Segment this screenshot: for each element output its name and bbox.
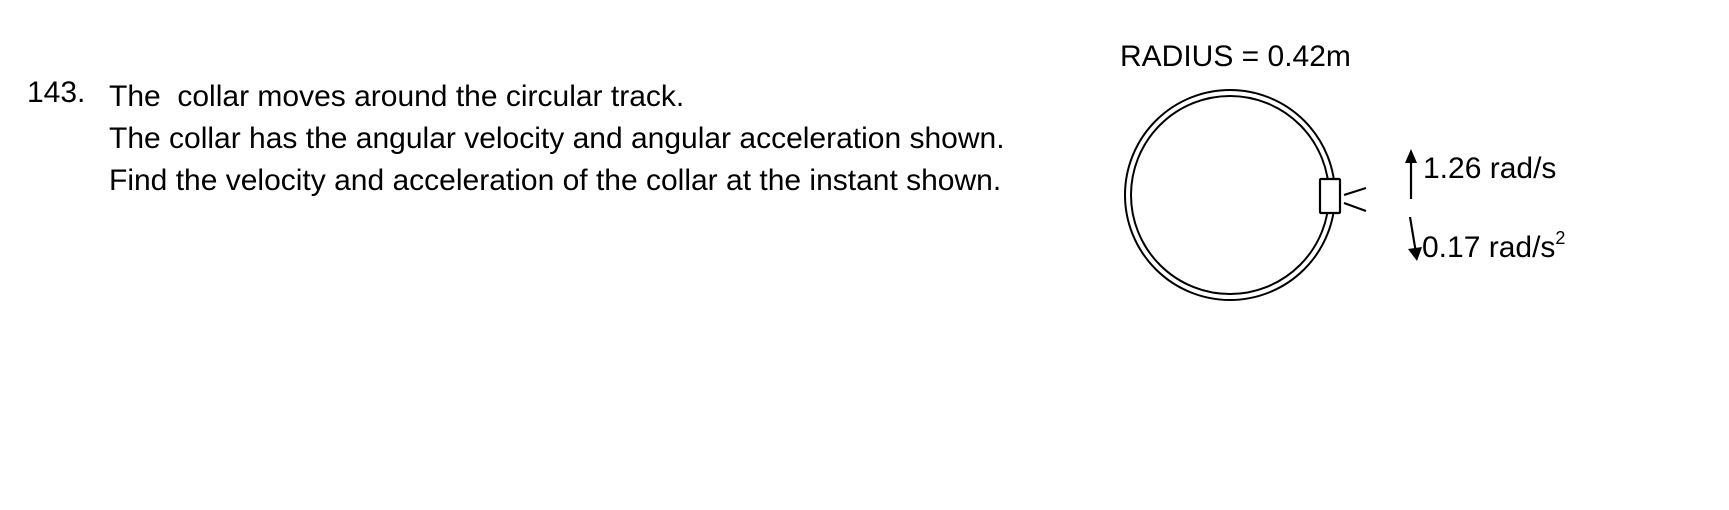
problem-number: 143. [27,76,85,110]
figure-container: RADIUS = 0.42m [1120,40,1420,340]
page: 143. The collar moves around the circula… [0,0,1729,510]
angular-acceleration-arrow-icon [1408,217,1422,261]
problem-text: The collar moves around the circular tra… [109,76,1005,202]
angular-acceleration-label-exp: 2 [1555,228,1565,248]
track-outer-ring [1125,90,1335,300]
tangent-ticks [1344,188,1366,211]
angular-velocity-label: 1.26 rad/s [1423,152,1556,186]
problem-line-1: The collar moves around the circular tra… [109,76,1005,118]
problem-line-2: The collar has the angular velocity and … [109,118,1005,160]
track-inner-ring [1131,96,1329,294]
angular-velocity-arrow-icon [1405,149,1417,199]
problem-line-3: Find the velocity and acceleration of th… [109,160,1005,202]
circular-track-diagram [1120,75,1460,375]
collar [1320,179,1340,213]
angular-acceleration-label-base: 0.17 rad/s [1422,231,1555,264]
angular-acceleration-label: 0.17 rad/s2 [1422,230,1565,265]
radius-label: RADIUS = 0.42m [1120,40,1351,74]
